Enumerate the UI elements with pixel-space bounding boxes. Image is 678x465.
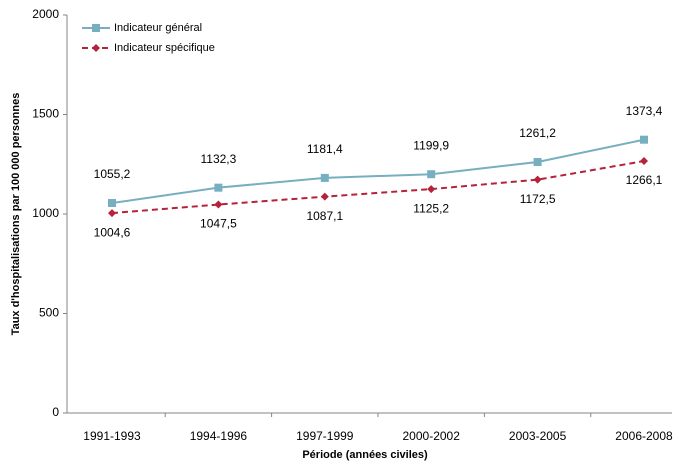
data-label: 1004,6 xyxy=(94,225,131,239)
marker xyxy=(108,199,116,208)
marker xyxy=(533,175,542,184)
marker xyxy=(427,170,436,179)
marker xyxy=(320,173,329,182)
y-tick-label: 500 xyxy=(39,306,59,320)
x-axis-label: Période (années civiles) xyxy=(302,449,428,461)
legend-label: Indicateur général xyxy=(114,22,202,34)
marker xyxy=(640,157,648,166)
y-axis-label: Taux d'hospitalisations par 100 000 pers… xyxy=(10,93,22,336)
marker xyxy=(533,158,542,167)
y-tick-label: 2000 xyxy=(32,7,59,21)
data-label: 1087,1 xyxy=(306,209,343,223)
x-tick-label: 1997-1999 xyxy=(296,429,354,443)
data-label: 1266,1 xyxy=(626,173,663,187)
marker xyxy=(320,192,329,201)
marker xyxy=(214,183,223,192)
data-label: 1132,3 xyxy=(200,152,236,166)
marker xyxy=(92,44,100,52)
marker xyxy=(640,135,648,144)
legend-label: Indicateur spécifique xyxy=(114,42,215,54)
data-label: 1125,2 xyxy=(413,201,449,215)
data-label: 1047,5 xyxy=(200,217,237,231)
marker xyxy=(92,24,100,32)
y-tick-label: 1500 xyxy=(32,107,59,121)
data-label: 1373,4 xyxy=(626,104,663,118)
marker xyxy=(214,200,223,209)
x-tick-label: 2003-2005 xyxy=(509,429,567,443)
data-label: 1261,2 xyxy=(519,126,556,140)
x-tick-label: 2000-2002 xyxy=(403,429,461,443)
x-tick-label: 1991-1993 xyxy=(83,429,141,443)
data-label: 1181,4 xyxy=(307,142,343,156)
x-tick-label: 2006-2008 xyxy=(615,429,673,443)
x-tick-label: 1994-1996 xyxy=(190,429,248,443)
marker xyxy=(427,185,436,194)
series-line xyxy=(111,160,645,215)
data-label: 1172,5 xyxy=(520,192,556,206)
y-tick-label: 0 xyxy=(52,405,59,419)
data-label: 1055,2 xyxy=(94,167,131,181)
y-tick-label: 1000 xyxy=(32,206,59,220)
marker xyxy=(108,209,116,218)
series-line xyxy=(111,138,645,205)
data-label: 1199,9 xyxy=(413,138,449,152)
